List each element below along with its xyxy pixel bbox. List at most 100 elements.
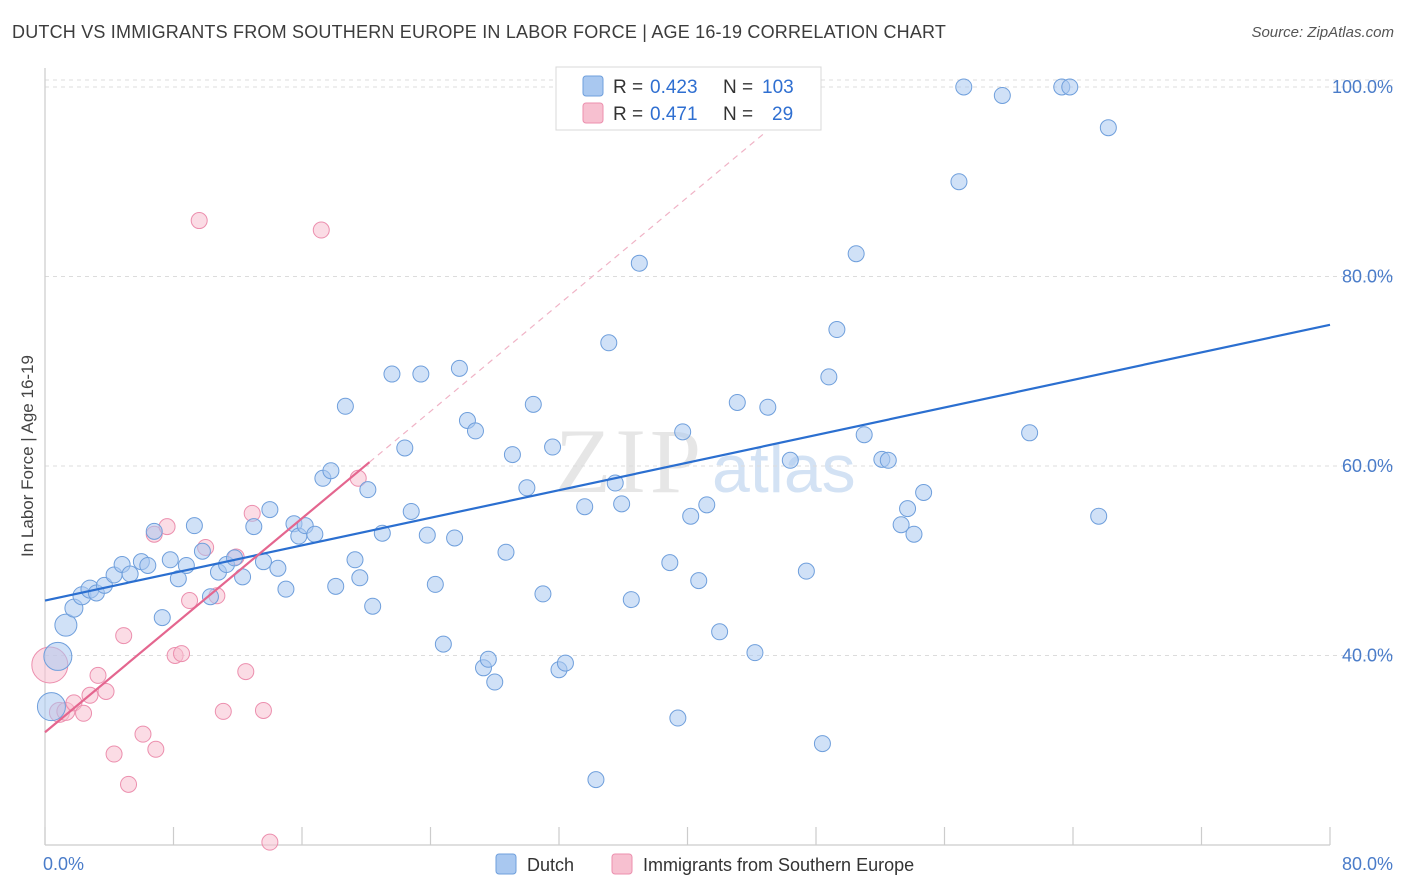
dutch-point-78 bbox=[711, 623, 729, 641]
dutch-point-37 bbox=[336, 397, 354, 415]
series-legend: Dutch Immigrants from Southern Europe bbox=[495, 853, 914, 875]
dutch-point-44 bbox=[396, 439, 414, 457]
dutch-point-47 bbox=[418, 526, 436, 544]
dutch-point-83 bbox=[797, 562, 815, 580]
source-credit: Source: ZipAtlas.com bbox=[1251, 24, 1394, 41]
dutch-point-25 bbox=[245, 518, 263, 536]
legend-n-value-immigrants: 29 bbox=[772, 104, 793, 125]
dutch-point-28 bbox=[269, 559, 287, 577]
dutch-point-50 bbox=[446, 529, 464, 547]
y-tick-labels: 40.0% 60.0% 80.0% 100.0% bbox=[1332, 77, 1393, 666]
dutch-point-10 bbox=[121, 565, 139, 583]
dutch-point-0 bbox=[36, 692, 66, 722]
dutch-point-61 bbox=[534, 585, 552, 603]
dutch-point-18 bbox=[185, 517, 203, 535]
dutch-point-76 bbox=[690, 572, 708, 590]
legend-r-value-dutch: 0.423 bbox=[650, 77, 698, 98]
chart-title: DUTCH VS IMMIGRANTS FROM SOUTHERN EUROPE… bbox=[12, 22, 947, 42]
immigrants-point-10 bbox=[120, 775, 138, 793]
dutch-point-70 bbox=[622, 591, 640, 609]
dutch-point-87 bbox=[847, 245, 865, 263]
immigrants-point-18 bbox=[190, 212, 208, 230]
dutch-point-86 bbox=[828, 321, 846, 339]
bottom-legend-swatch-dutch bbox=[495, 853, 517, 875]
dutch-point-16 bbox=[169, 570, 187, 588]
dutch-point-97 bbox=[993, 86, 1011, 104]
trendline-dutch bbox=[44, 323, 1331, 602]
dutch-point-35 bbox=[322, 462, 340, 480]
legend-n-value-dutch: 103 bbox=[762, 77, 794, 98]
dutch-point-60 bbox=[524, 395, 542, 413]
dutch-point-64 bbox=[556, 654, 574, 672]
grid-lines bbox=[45, 79, 1395, 656]
dutch-point-81 bbox=[759, 398, 777, 416]
bottom-legend-label-immigrants: Immigrants from Southern Europe bbox=[643, 855, 914, 875]
dutch-point-95 bbox=[950, 173, 968, 191]
dutch-point-55 bbox=[479, 650, 497, 668]
dutch-point-88 bbox=[855, 426, 873, 444]
dutch-point-82 bbox=[781, 451, 799, 469]
immigrants-point-9 bbox=[115, 627, 133, 645]
dutch-point-66 bbox=[587, 771, 605, 789]
y-tick-label-3: 100.0% bbox=[1332, 77, 1393, 97]
dutch-point-19 bbox=[193, 542, 211, 560]
dutch-point-71 bbox=[630, 254, 648, 272]
dutch-point-12 bbox=[139, 556, 157, 574]
dutch-point-14 bbox=[153, 609, 171, 627]
dutch-point-73 bbox=[669, 709, 687, 727]
dutch-point-56 bbox=[486, 673, 504, 691]
dutch-point-69 bbox=[613, 495, 631, 513]
dutch-point-96 bbox=[955, 78, 973, 96]
immigrants-point-26 bbox=[261, 833, 279, 851]
dutch-point-29 bbox=[277, 580, 295, 598]
legend-swatch-immigrants bbox=[582, 102, 604, 124]
dutch-point-58 bbox=[503, 446, 521, 464]
legend-r-label-dutch: R = bbox=[613, 77, 643, 98]
immigrants-point-27 bbox=[312, 221, 330, 239]
dutch-point-27 bbox=[261, 501, 279, 519]
dutch-point-57 bbox=[497, 543, 515, 561]
x-tick-label-0: 0.0% bbox=[43, 854, 84, 874]
dutch-point-43 bbox=[383, 365, 401, 383]
dutch-point-49 bbox=[434, 635, 452, 653]
dutch-point-48 bbox=[426, 575, 444, 593]
dutch-point-72 bbox=[661, 554, 679, 572]
x-tick-label-1: 80.0% bbox=[1342, 854, 1393, 874]
watermark-atlas: atlas bbox=[712, 431, 856, 507]
dutch-point-75 bbox=[682, 507, 700, 525]
immigrants-point-25 bbox=[254, 701, 272, 719]
dutch-point-77 bbox=[698, 496, 716, 514]
dutch-point-93 bbox=[905, 525, 923, 543]
dutch-point-41 bbox=[364, 597, 382, 615]
dutch-point-53 bbox=[466, 422, 484, 440]
dutch-point-36 bbox=[327, 577, 345, 595]
dutch-point-67 bbox=[600, 334, 618, 352]
dutch-point-74 bbox=[674, 423, 692, 441]
series-dutch-points bbox=[36, 78, 1117, 789]
trendline-immigrants-extension bbox=[369, 133, 764, 463]
immigrants-point-16 bbox=[173, 645, 191, 663]
immigrants-point-17 bbox=[181, 592, 199, 610]
immigrants-point-23 bbox=[237, 663, 255, 681]
dutch-point-13 bbox=[145, 522, 163, 540]
bottom-legend-swatch-immigrants bbox=[611, 853, 633, 875]
dutch-point-62 bbox=[544, 438, 562, 456]
dutch-point-40 bbox=[359, 481, 377, 499]
dutch-point-45 bbox=[402, 502, 420, 520]
immigrants-point-13 bbox=[147, 740, 165, 758]
correlation-legend: R = 0.423 N = 103 R = 0.471 N = 29 bbox=[555, 66, 822, 131]
dutch-point-79 bbox=[728, 393, 746, 411]
legend-n-label-dutch: N = bbox=[723, 77, 753, 98]
dutch-point-100 bbox=[1061, 78, 1079, 96]
dutch-point-102 bbox=[1090, 507, 1108, 525]
bottom-legend-label-dutch: Dutch bbox=[527, 855, 574, 875]
y-tick-label-0: 40.0% bbox=[1342, 645, 1393, 665]
trendlines bbox=[44, 133, 1331, 734]
y-tick-label-1: 60.0% bbox=[1342, 456, 1393, 476]
dutch-point-39 bbox=[351, 569, 369, 587]
immigrants-point-21 bbox=[214, 702, 232, 720]
immigrants-point-11 bbox=[134, 725, 152, 743]
dutch-point-38 bbox=[346, 551, 364, 569]
dutch-point-92 bbox=[899, 500, 917, 518]
